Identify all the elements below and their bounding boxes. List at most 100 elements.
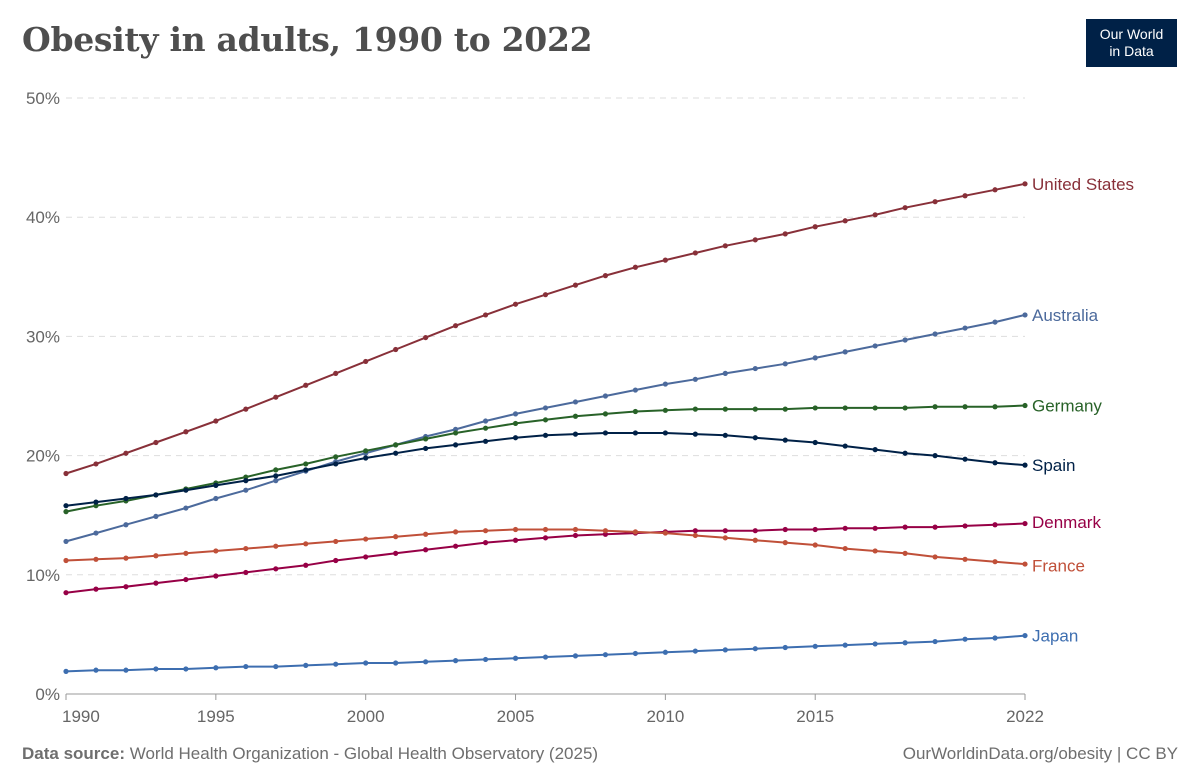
data-point-australia xyxy=(213,495,219,502)
data-point-france xyxy=(662,530,668,536)
data-point-spain xyxy=(632,430,639,436)
series-layer xyxy=(63,181,1028,674)
data-point-france xyxy=(782,540,788,546)
data-point-japan xyxy=(363,660,369,666)
axis-layer: 0% 10% 20% 30% 40% 50% 1990 1995 2000 2005 2010 201… xyxy=(26,89,1044,726)
data-point-france xyxy=(123,555,129,561)
data-point-spain xyxy=(722,432,728,438)
data-point-spain xyxy=(602,430,609,436)
data-point-denmark xyxy=(213,573,219,579)
data-point-australia xyxy=(872,343,878,349)
data-point-germany xyxy=(932,404,938,410)
data-point-france xyxy=(153,553,159,559)
data-point-united-states xyxy=(243,406,249,412)
data-point-united-states xyxy=(1022,181,1028,187)
data-point-france xyxy=(273,543,279,549)
logo-line-1: Our World xyxy=(1099,26,1164,42)
data-point-denmark xyxy=(902,524,908,530)
data-point-japan xyxy=(213,665,219,671)
data-point-australia xyxy=(123,522,129,528)
label-layer: United States Australia Germany Spain Denmar… xyxy=(1032,175,1134,646)
data-point-japan xyxy=(752,646,758,652)
data-point-france xyxy=(842,545,848,552)
data-point-united-states xyxy=(902,205,908,211)
data-point-united-states xyxy=(452,323,459,329)
data-point-united-states xyxy=(542,292,549,298)
data-point-denmark xyxy=(93,586,99,592)
data-point-germany xyxy=(842,405,848,411)
data-point-spain xyxy=(213,482,219,488)
data-point-denmark xyxy=(123,584,129,590)
x-tick-label: 2015 xyxy=(796,707,834,726)
data-point-denmark xyxy=(423,547,429,553)
data-point-japan xyxy=(602,652,609,658)
data-point-japan xyxy=(123,667,129,673)
data-point-denmark xyxy=(572,532,579,539)
data-point-denmark xyxy=(812,526,818,533)
data-point-germany xyxy=(273,467,279,473)
data-point-australia xyxy=(782,361,788,367)
data-point-france xyxy=(602,528,609,534)
y-tick-label: 40% xyxy=(26,208,60,227)
x-tick-label: 2010 xyxy=(646,707,684,726)
data-point-germany xyxy=(752,406,758,412)
data-point-spain xyxy=(482,438,489,444)
data-point-spain xyxy=(992,460,998,466)
data-point-denmark xyxy=(752,528,758,534)
series-line-australia xyxy=(65,313,1026,543)
data-point-denmark xyxy=(393,550,399,556)
data-point-japan xyxy=(153,666,159,672)
series-line-denmark xyxy=(65,522,1026,594)
data-point-japan xyxy=(452,658,459,664)
source-link[interactable]: OurWorldinData.org/obesity | CC BY xyxy=(902,744,1178,763)
data-point-germany xyxy=(303,461,309,467)
data-point-australia xyxy=(572,399,579,405)
data-point-spain xyxy=(363,455,369,461)
data-point-australia xyxy=(452,426,459,432)
data-point-germany xyxy=(992,404,998,410)
data-point-spain xyxy=(512,435,519,441)
data-point-denmark xyxy=(992,522,998,528)
data-point-germany xyxy=(1022,402,1028,409)
data-point-denmark xyxy=(63,590,69,596)
data-point-denmark xyxy=(183,576,189,583)
data-point-germany xyxy=(393,442,399,448)
data-point-spain xyxy=(872,447,878,453)
data-point-germany xyxy=(363,448,369,454)
data-point-denmark xyxy=(452,543,459,549)
data-point-france xyxy=(512,526,519,533)
data-point-spain xyxy=(153,492,159,498)
data-point-germany xyxy=(243,474,249,480)
data-point-denmark xyxy=(842,525,848,531)
data-point-france xyxy=(722,535,728,541)
data-point-france xyxy=(93,556,99,562)
data-point-germany xyxy=(93,503,99,509)
data-point-germany xyxy=(63,509,69,515)
data-point-australia xyxy=(93,530,99,536)
data-point-spain xyxy=(752,435,758,441)
data-point-germany xyxy=(632,408,639,415)
series-line-spain xyxy=(65,432,1026,507)
y-tick-label: 20% xyxy=(26,447,60,466)
data-point-germany xyxy=(902,405,908,411)
y-tick-label: 50% xyxy=(26,89,60,108)
data-point-germany xyxy=(542,417,549,423)
data-point-australia xyxy=(512,411,519,417)
data-point-denmark xyxy=(962,523,968,529)
data-point-france xyxy=(542,526,549,533)
data-point-japan xyxy=(692,648,698,654)
data-point-japan xyxy=(423,659,429,665)
data-point-denmark xyxy=(333,557,339,564)
data-point-japan xyxy=(962,636,968,642)
our-world-in-data-logo[interactable]: Our World in Data xyxy=(1086,19,1177,67)
y-tick-label: 10% xyxy=(26,566,60,585)
data-point-france xyxy=(752,537,758,543)
data-point-united-states xyxy=(273,394,279,400)
data-point-japan xyxy=(183,666,189,672)
data-point-denmark xyxy=(782,526,788,533)
data-point-australia xyxy=(902,337,908,343)
series-label-spain: Spain xyxy=(1032,456,1075,475)
data-point-japan xyxy=(542,654,549,660)
data-point-united-states xyxy=(842,218,848,224)
data-point-australia xyxy=(542,405,549,411)
